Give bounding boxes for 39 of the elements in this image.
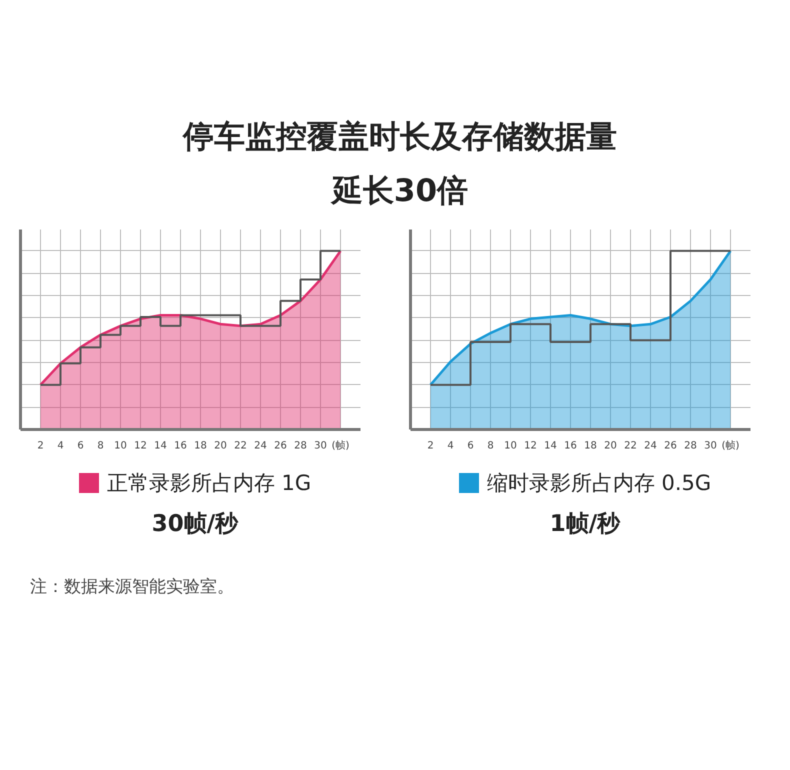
x-tick-label: 2	[37, 440, 44, 452]
x-tick-label: 8	[97, 440, 104, 452]
x-tick-label: 26	[664, 440, 677, 452]
x-tick-label: 22	[624, 440, 637, 452]
x-tick-label: 28	[684, 440, 697, 452]
x-tick-label: 20	[604, 440, 617, 452]
x-tick-label: 8	[487, 440, 494, 452]
x-tick-label: 24	[254, 440, 267, 452]
x-tick-label: (帧)	[722, 439, 740, 452]
x-tick-label: (帧)	[332, 439, 350, 452]
x-tick-label: 12	[524, 440, 537, 452]
chart-title: 停车监控覆盖时长及存储数据量	[183, 118, 617, 157]
x-tick-label: 28	[294, 440, 307, 452]
x-tick-label: 6	[467, 440, 474, 452]
x-tick-label: 24	[644, 440, 657, 452]
x-tick-label: 6	[77, 440, 84, 452]
x-tick-label: 18	[584, 440, 597, 452]
x-tick-label: 2	[427, 440, 434, 452]
x-tick-label: 14	[154, 440, 167, 452]
legend-label: 正常录影所占内存 1G	[106, 470, 312, 497]
legend-label: 缩时录影所占内存 0.5G	[486, 470, 712, 497]
x-tick-label: 20	[214, 440, 227, 452]
x-tick-label: 16	[174, 440, 187, 452]
x-tick-label: 30	[314, 440, 327, 452]
text: 1帧/秒	[550, 510, 620, 539]
x-tick-label: 26	[274, 440, 287, 452]
chart-subtitle: 延长30倍	[332, 172, 468, 212]
x-tick-label: 16	[564, 440, 577, 452]
x-tick-label: 12	[134, 440, 147, 452]
x-tick-label: 10	[504, 440, 517, 452]
x-tick-label: 18	[194, 440, 207, 452]
text: 注：数据来源智能实验室。	[30, 576, 234, 600]
x-tick-label: 30	[704, 440, 717, 452]
x-tick-label: 4	[447, 440, 454, 452]
x-tick-label: 14	[544, 440, 557, 452]
x-tick-label: 10	[114, 440, 127, 452]
text: 30帧/秒	[152, 510, 238, 539]
x-tick-label: 22	[234, 440, 247, 452]
x-tick-label: 4	[57, 440, 64, 452]
